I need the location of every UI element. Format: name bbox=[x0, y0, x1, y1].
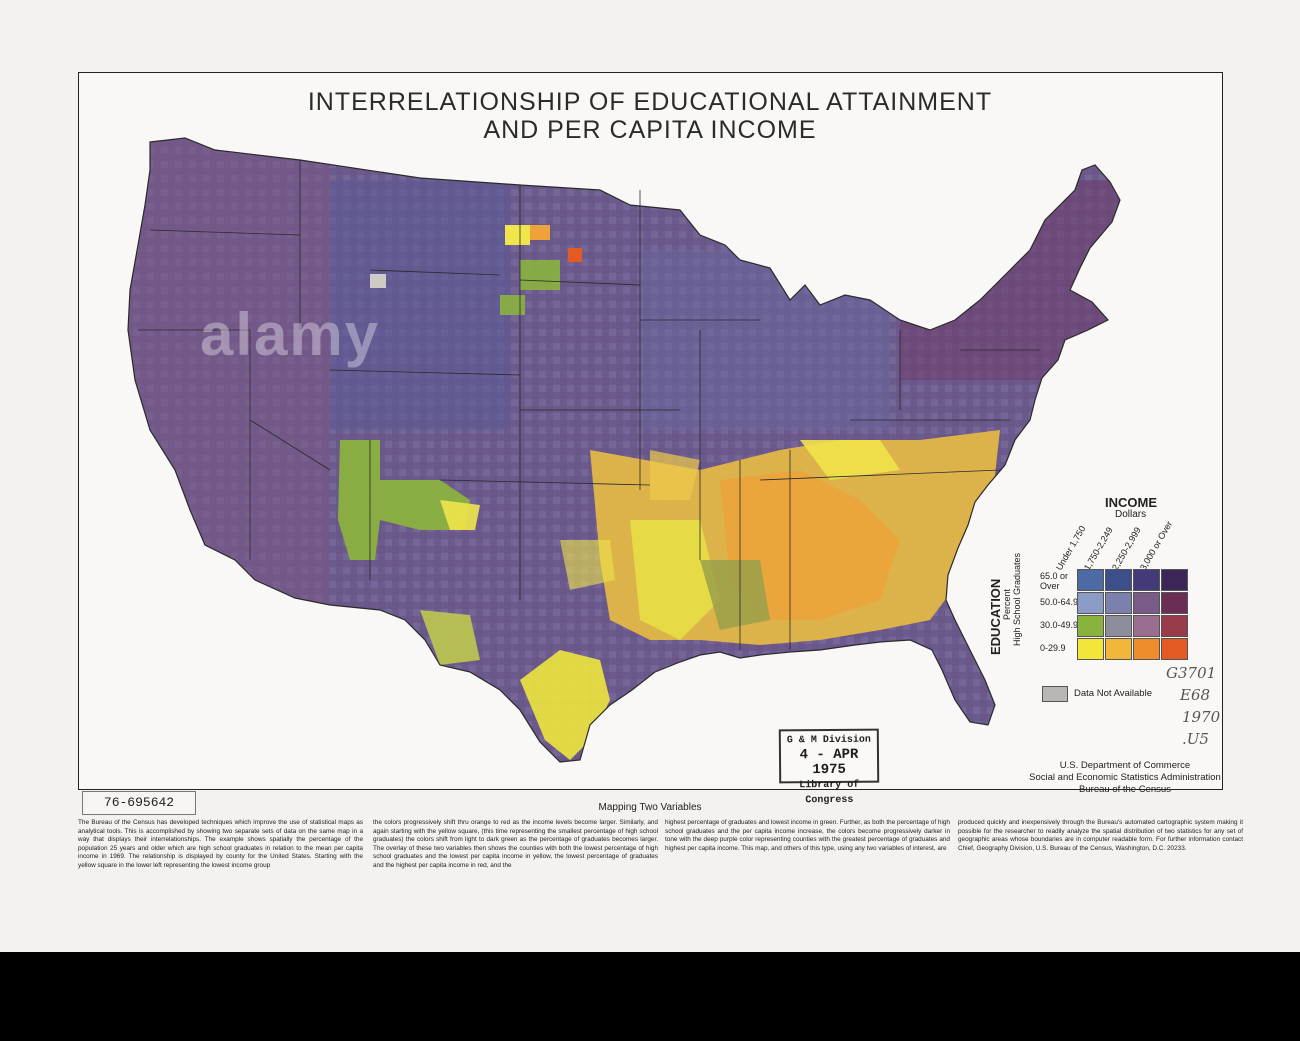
bottom-bar bbox=[0, 952, 1300, 1041]
edu-class-1: 65.0 or Over bbox=[1040, 571, 1069, 591]
legend-cell bbox=[1077, 638, 1104, 660]
legend-cell bbox=[1133, 569, 1160, 591]
legend-color-matrix bbox=[1077, 569, 1188, 660]
text-column-1: The Bureau of the Census has developed t… bbox=[78, 819, 363, 869]
legend-cell bbox=[1105, 615, 1132, 637]
state-boundaries bbox=[138, 160, 1040, 650]
edu-class-4: 0-29.9 bbox=[1040, 643, 1066, 653]
pencil-note-4: .U5 bbox=[1182, 730, 1209, 748]
legend-cell bbox=[1077, 615, 1104, 637]
legend-cell bbox=[1077, 569, 1104, 591]
agency-line3: Bureau of the Census bbox=[1079, 784, 1171, 795]
legend-cell bbox=[1105, 569, 1132, 591]
pencil-note-2: E68 bbox=[1180, 686, 1211, 704]
agency-line2: Social and Economic Statistics Administr… bbox=[1029, 772, 1221, 783]
legend-education-subtitle1: Percent bbox=[1002, 588, 1012, 620]
legend-cell bbox=[1161, 638, 1188, 660]
text-column-2: the colors progressively shift thru oran… bbox=[373, 819, 658, 869]
legend-education-subtitle2: High School Graduates bbox=[1012, 552, 1022, 646]
legend-cell bbox=[1161, 615, 1188, 637]
map-title-line2: AND PER CAPITA INCOME bbox=[483, 116, 817, 144]
legend-cell bbox=[1105, 592, 1132, 614]
legend-income-title: INCOME bbox=[1105, 495, 1157, 510]
text-column-3: highest percentage of graduates and lowe… bbox=[665, 819, 950, 852]
legend-cell bbox=[1161, 569, 1188, 591]
catalog-number: 76-695642 bbox=[82, 791, 196, 815]
pencil-note-1: G3701 bbox=[1166, 664, 1217, 682]
edu-class-3: 30.0-49.9 bbox=[1040, 620, 1079, 630]
pencil-note-3: 1970 bbox=[1182, 708, 1221, 726]
agency-line1: U.S. Department of Commerce bbox=[1059, 760, 1191, 771]
library-stamp: G & M Division 4 - APR 1975 Library of C… bbox=[778, 728, 880, 806]
data-not-available-label: Data Not Available bbox=[1074, 688, 1152, 699]
edu-class-2: 50.0-64.9 bbox=[1040, 597, 1079, 607]
legend-cell bbox=[1133, 638, 1160, 660]
section-heading: Mapping Two Variables bbox=[598, 802, 702, 813]
legend-cell bbox=[1105, 638, 1132, 660]
legend-education-title: EDUCATION bbox=[988, 578, 1003, 655]
stamp-line2: 4 - APR 1975 bbox=[799, 746, 859, 779]
us-county-map bbox=[127, 137, 1121, 763]
legend-cell bbox=[1161, 592, 1188, 614]
text-column-4: produced quickly and inexpensively throu… bbox=[958, 819, 1243, 852]
map-title-line1: INTERRELATIONSHIP OF EDUCATIONAL ATTAINM… bbox=[307, 88, 993, 116]
agency-block: U.S. Department of Commerce Social and E… bbox=[1020, 760, 1230, 796]
watermark: alamy bbox=[200, 301, 381, 368]
legend-income-subtitle: Dollars bbox=[1115, 509, 1147, 520]
legend-cell bbox=[1133, 615, 1160, 637]
data-not-available-swatch bbox=[1042, 686, 1068, 702]
county-fill bbox=[128, 138, 1120, 762]
legend-cell bbox=[1077, 592, 1104, 614]
legend-cell bbox=[1133, 592, 1160, 614]
